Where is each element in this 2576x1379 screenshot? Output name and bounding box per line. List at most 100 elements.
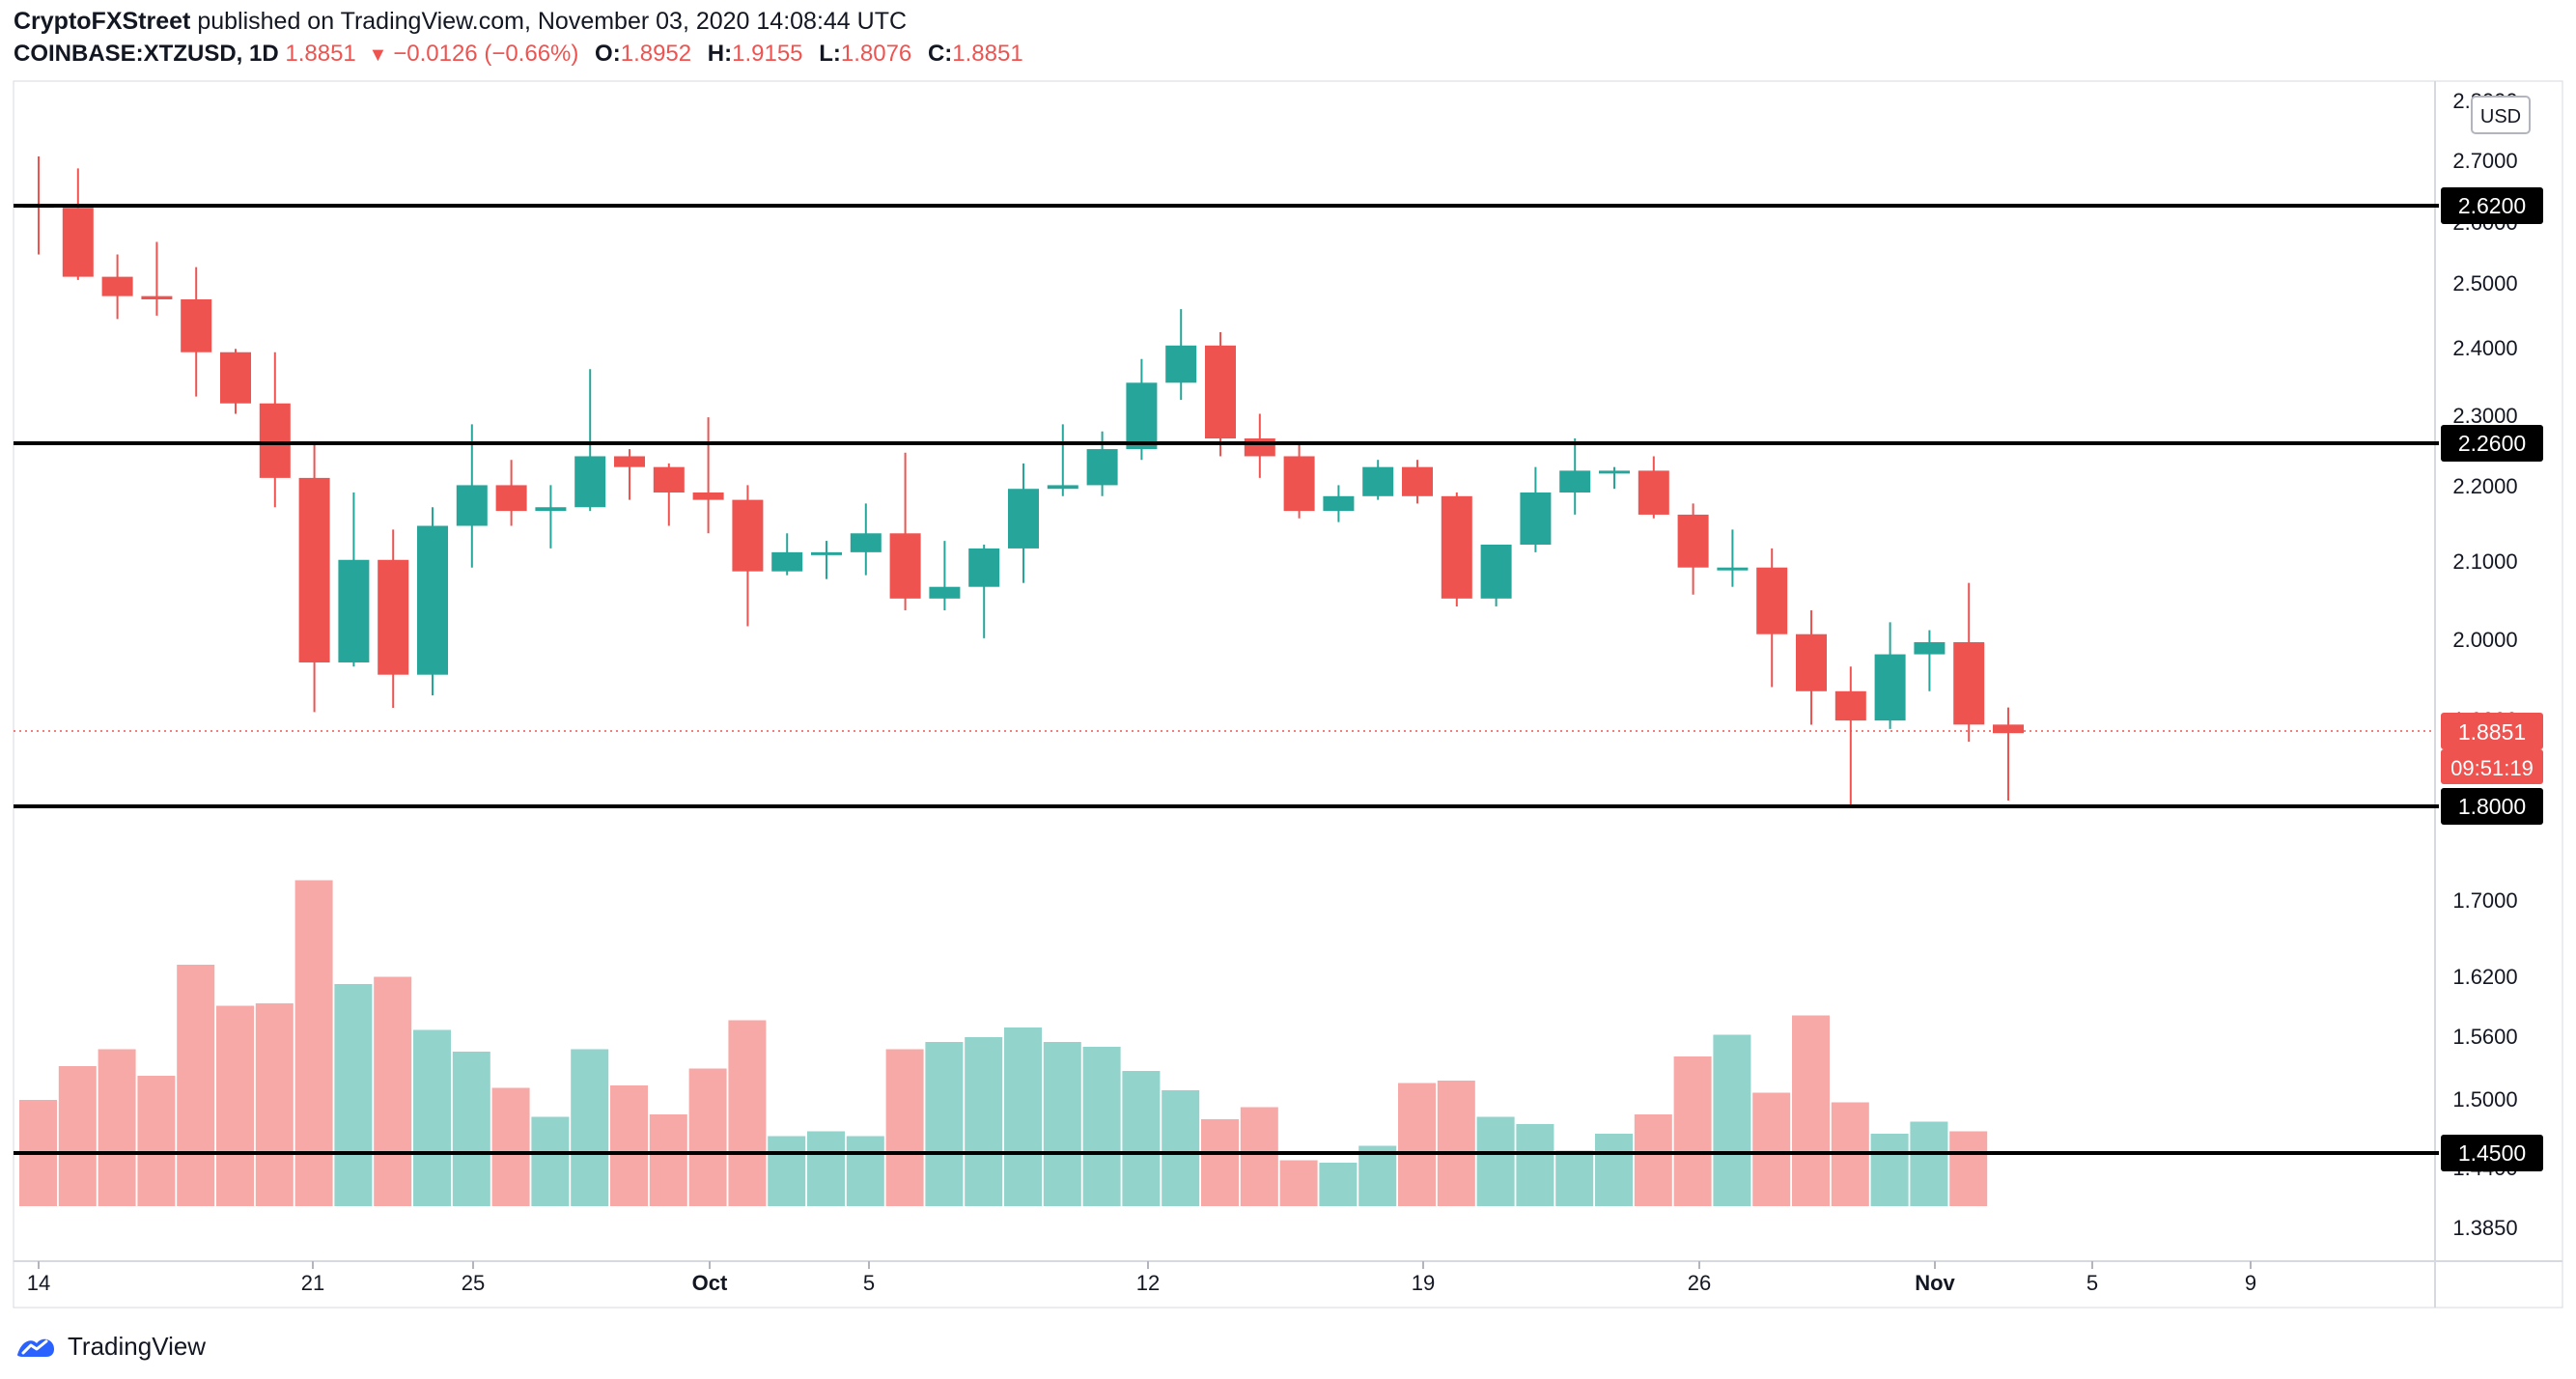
volume-bar <box>1279 1160 1318 1206</box>
candle[interactable] <box>732 485 764 627</box>
time-tick-label: Oct <box>692 1271 728 1295</box>
candle[interactable] <box>62 168 94 280</box>
candle[interactable] <box>968 545 1000 638</box>
symbol-label[interactable]: COINBASE:XTZUSD, 1D <box>14 41 279 67</box>
time-axis[interactable]: 14 21 25 Oct 5 12 19 26 Nov 5 9 <box>27 1261 2256 1295</box>
candle[interactable] <box>1559 438 1591 515</box>
candle[interactable] <box>692 417 724 534</box>
candle-body <box>1402 466 1433 496</box>
level-badge-label: 2.6200 <box>2458 193 2526 218</box>
candle[interactable] <box>1126 358 1158 461</box>
price-tick-label: 1.6200 <box>2452 965 2517 989</box>
candle[interactable] <box>1520 466 1552 552</box>
candle-body <box>692 492 724 500</box>
candle[interactable] <box>259 352 291 508</box>
candle[interactable] <box>1756 548 1788 688</box>
candle[interactable] <box>1874 622 1906 729</box>
level-badge <box>2441 187 2543 224</box>
volume-bar <box>1162 1090 1200 1206</box>
candle[interactable] <box>1441 492 1472 606</box>
candle-body <box>1362 466 1394 496</box>
time-tick-label: 9 <box>2245 1271 2256 1295</box>
candle-body <box>1205 345 1236 439</box>
tradingview-footer[interactable]: TradingView <box>14 1327 206 1365</box>
candle[interactable] <box>1599 466 1630 490</box>
volume-bar <box>885 1049 924 1206</box>
volume-bar <box>1792 1015 1830 1206</box>
candle[interactable] <box>101 254 133 320</box>
candle[interactable] <box>850 503 882 576</box>
volume-bar <box>1358 1145 1397 1206</box>
candle[interactable] <box>1993 707 2024 801</box>
candle[interactable] <box>456 424 488 568</box>
volume-bar <box>491 1087 530 1206</box>
candle[interactable] <box>338 492 370 667</box>
volume-bar <box>1555 1150 1594 1206</box>
volume-bar <box>452 1052 490 1206</box>
candle[interactable] <box>1402 460 1433 504</box>
candle[interactable] <box>653 463 685 526</box>
candle[interactable] <box>298 441 330 713</box>
candle[interactable] <box>181 267 212 397</box>
candle[interactable] <box>1796 610 1827 725</box>
candle[interactable] <box>1362 460 1394 500</box>
close-label: C: <box>927 41 953 67</box>
candle-body <box>1953 642 1985 725</box>
volume-bar <box>768 1136 806 1206</box>
level-badge-label: 1.4500 <box>2458 1140 2526 1166</box>
candle[interactable] <box>889 452 921 611</box>
volume-bar <box>294 880 333 1206</box>
candle[interactable] <box>811 541 842 579</box>
candle[interactable] <box>1283 441 1315 519</box>
level-badge <box>2441 788 2543 825</box>
candle[interactable] <box>771 533 803 576</box>
currency-button[interactable]: USD <box>2471 96 2531 134</box>
volume-bar <box>649 1114 687 1206</box>
level-line[interactable]: 1.8000 <box>14 788 2543 825</box>
level-badge-label: 1.8000 <box>2458 794 2526 819</box>
candle[interactable] <box>1086 431 1118 496</box>
level-line[interactable]: 2.6200 <box>14 187 2543 224</box>
candle[interactable] <box>378 529 409 709</box>
candle[interactable] <box>495 460 527 526</box>
candle-body <box>456 485 488 526</box>
level-line[interactable]: 2.2600 <box>14 425 2543 462</box>
candle[interactable] <box>1008 463 1039 583</box>
candle[interactable] <box>1717 529 1749 587</box>
chart-frame <box>13 80 2563 1309</box>
candle[interactable] <box>1047 424 1078 496</box>
volume-bar <box>1870 1134 1909 1206</box>
candle[interactable] <box>1480 545 1512 606</box>
volume-bar <box>1043 1042 1081 1206</box>
volume-bar <box>255 1003 294 1206</box>
candle[interactable] <box>574 369 606 512</box>
level-badge <box>2441 425 2543 462</box>
candle[interactable] <box>141 241 173 316</box>
price-axis[interactable]: 2.80002.70002.60002.50002.40002.30002.20… <box>2452 89 2517 1240</box>
candle[interactable] <box>1244 413 1275 478</box>
candle[interactable] <box>929 541 961 611</box>
candle-body <box>181 298 212 352</box>
candle[interactable] <box>1834 666 1866 807</box>
candle[interactable] <box>417 507 448 696</box>
candle[interactable] <box>1205 331 1236 457</box>
horizontal-levels[interactable]: 2.6200 2.2600 1.8000 1.4500 <box>14 187 2543 1171</box>
time-tick-label: 14 <box>27 1271 50 1295</box>
candle[interactable] <box>1638 456 1669 519</box>
candle-body <box>1874 654 1906 721</box>
candle-body <box>653 466 685 493</box>
time-tick-label: 21 <box>301 1271 324 1295</box>
candle[interactable] <box>1165 309 1197 401</box>
low-label: L: <box>819 41 841 67</box>
candle[interactable] <box>614 449 645 500</box>
candle-body <box>378 559 409 675</box>
level-line[interactable]: 1.4500 <box>14 1135 2543 1171</box>
candle[interactable] <box>535 485 567 549</box>
candle[interactable] <box>1953 582 1985 743</box>
candle[interactable] <box>1677 503 1709 595</box>
candle[interactable] <box>1914 630 1946 691</box>
candle[interactable] <box>1323 485 1355 522</box>
candle-body <box>1993 724 2024 734</box>
candle[interactable] <box>220 349 251 414</box>
